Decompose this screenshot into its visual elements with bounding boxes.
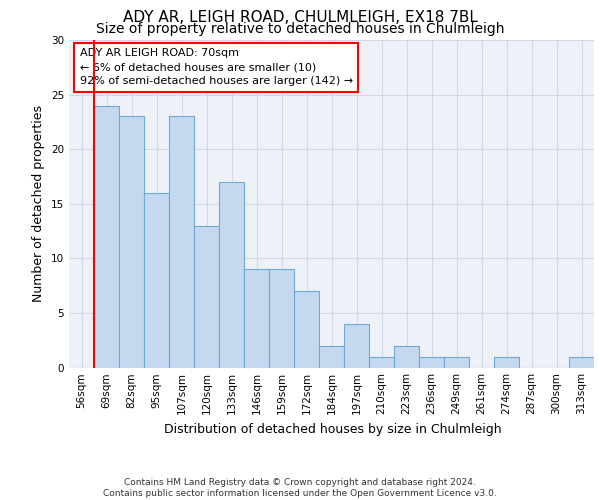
Bar [344,324,369,368]
Text: Size of property relative to detached houses in Chulmleigh: Size of property relative to detached ho… [96,22,504,36]
Bar [494,356,519,368]
Bar [319,346,344,368]
Bar [444,356,469,368]
Bar [119,116,144,368]
Bar [169,116,194,368]
Bar [144,193,169,368]
Y-axis label: Number of detached properties: Number of detached properties [32,106,46,302]
Bar [419,356,444,368]
Text: ADY AR LEIGH ROAD: 70sqm
← 6% of detached houses are smaller (10)
92% of semi-de: ADY AR LEIGH ROAD: 70sqm ← 6% of detache… [79,48,353,86]
Text: ADY AR, LEIGH ROAD, CHULMLEIGH, EX18 7BL: ADY AR, LEIGH ROAD, CHULMLEIGH, EX18 7BL [122,10,478,25]
Text: Contains HM Land Registry data © Crown copyright and database right 2024.
Contai: Contains HM Land Registry data © Crown c… [103,478,497,498]
Text: Distribution of detached houses by size in Chulmleigh: Distribution of detached houses by size … [164,422,502,436]
Bar [569,356,594,368]
Bar [194,226,219,368]
Bar [219,182,244,368]
Bar [269,269,294,368]
Bar [94,106,119,368]
Bar [394,346,419,368]
Bar [294,291,319,368]
Bar [244,269,269,368]
Bar [369,356,394,368]
